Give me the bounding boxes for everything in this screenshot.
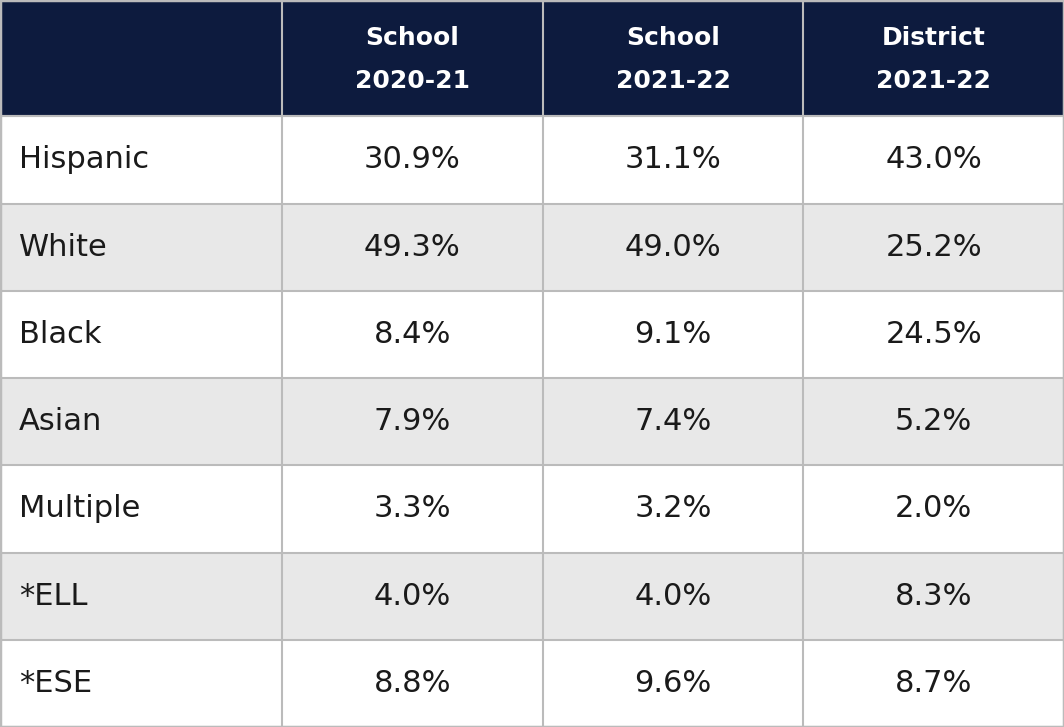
Text: 8.7%: 8.7%	[895, 669, 972, 698]
Text: 9.6%: 9.6%	[634, 669, 712, 698]
Bar	[0, 465, 282, 553]
Text: District: District	[882, 25, 985, 50]
Text: 5.2%: 5.2%	[895, 407, 972, 436]
Bar	[543, 0, 803, 116]
Text: 2.0%: 2.0%	[895, 494, 972, 523]
Text: White: White	[19, 233, 107, 262]
Bar	[803, 640, 1064, 727]
Bar	[282, 378, 543, 465]
Bar	[543, 553, 803, 640]
Bar	[543, 378, 803, 465]
Bar	[282, 465, 543, 553]
Bar	[803, 291, 1064, 378]
Text: Asian: Asian	[19, 407, 102, 436]
Bar	[543, 204, 803, 291]
Text: 43.0%: 43.0%	[885, 145, 982, 174]
Bar	[543, 291, 803, 378]
Bar	[543, 116, 803, 204]
Bar	[0, 204, 282, 291]
Text: 2021-22: 2021-22	[877, 69, 991, 94]
Bar	[282, 291, 543, 378]
Text: 2021-22: 2021-22	[616, 69, 730, 94]
Bar	[282, 553, 543, 640]
Text: 31.1%: 31.1%	[625, 145, 721, 174]
Bar	[803, 204, 1064, 291]
Text: 8.8%: 8.8%	[373, 669, 451, 698]
Bar	[803, 116, 1064, 204]
Text: 2020-21: 2020-21	[354, 69, 470, 94]
Text: *ESE: *ESE	[19, 669, 93, 698]
Text: School: School	[626, 25, 720, 50]
Text: 8.4%: 8.4%	[373, 320, 451, 349]
Bar	[543, 465, 803, 553]
Text: 49.3%: 49.3%	[364, 233, 461, 262]
Bar	[803, 0, 1064, 116]
Text: 25.2%: 25.2%	[885, 233, 982, 262]
Text: *ELL: *ELL	[19, 582, 87, 611]
Text: Hispanic: Hispanic	[19, 145, 149, 174]
Text: 9.1%: 9.1%	[634, 320, 712, 349]
Bar	[543, 640, 803, 727]
Text: 7.4%: 7.4%	[634, 407, 712, 436]
Bar	[803, 553, 1064, 640]
Text: 4.0%: 4.0%	[634, 582, 712, 611]
Text: 8.3%: 8.3%	[895, 582, 972, 611]
Bar	[0, 291, 282, 378]
Text: 24.5%: 24.5%	[885, 320, 982, 349]
Bar	[0, 640, 282, 727]
Bar	[0, 116, 282, 204]
Text: Black: Black	[19, 320, 102, 349]
Bar	[282, 204, 543, 291]
Bar	[0, 553, 282, 640]
Bar	[282, 116, 543, 204]
Text: 49.0%: 49.0%	[625, 233, 721, 262]
Bar	[282, 640, 543, 727]
Bar	[803, 465, 1064, 553]
Text: 4.0%: 4.0%	[373, 582, 451, 611]
Text: 3.2%: 3.2%	[634, 494, 712, 523]
Text: Multiple: Multiple	[19, 494, 140, 523]
Text: 3.3%: 3.3%	[373, 494, 451, 523]
Text: 7.9%: 7.9%	[373, 407, 451, 436]
Text: School: School	[365, 25, 460, 50]
Bar	[0, 378, 282, 465]
Bar	[282, 0, 543, 116]
Bar	[0, 0, 282, 116]
Bar	[803, 378, 1064, 465]
Text: 30.9%: 30.9%	[364, 145, 461, 174]
